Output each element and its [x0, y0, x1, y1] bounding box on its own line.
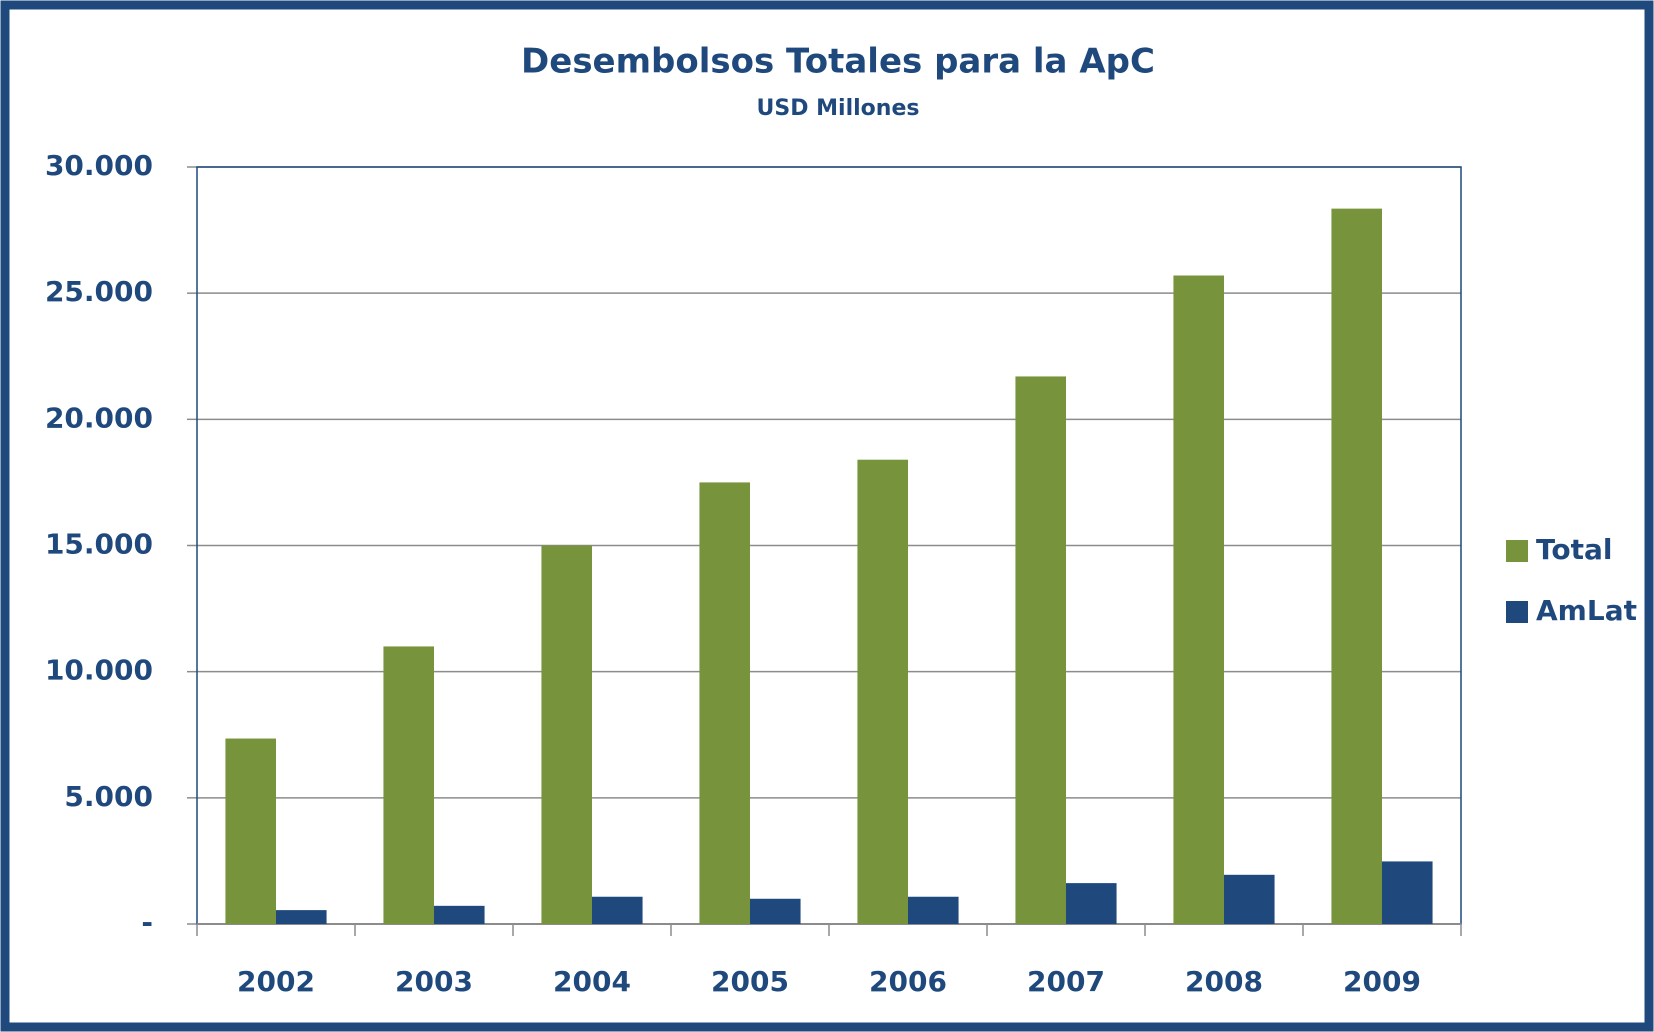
- y-tick-label: 20.000: [45, 401, 153, 434]
- legend-swatch: [1506, 601, 1528, 623]
- y-tick-label: 10.000: [45, 654, 153, 687]
- bar: [1224, 874, 1275, 924]
- x-tick-label: 2006: [869, 965, 947, 998]
- legend-label: Total: [1536, 533, 1613, 566]
- bar: [699, 482, 750, 924]
- bar: [857, 459, 908, 924]
- bar: [1066, 883, 1117, 924]
- chart-title: Desembolsos Totales para la ApC: [521, 42, 1155, 82]
- bar: [434, 905, 485, 924]
- x-tick-label: 2004: [553, 965, 631, 998]
- y-tick-label: 5.000: [64, 780, 153, 813]
- bar: [1331, 208, 1382, 924]
- x-tick-label: 2009: [1343, 965, 1421, 998]
- bar: [1173, 275, 1224, 925]
- bar: [908, 896, 959, 924]
- bar: [1015, 376, 1066, 925]
- y-tick-label: 15.000: [45, 528, 153, 561]
- bar: [276, 910, 327, 924]
- legend-swatch: [1506, 540, 1528, 562]
- y-tick-label: 25.000: [45, 275, 153, 308]
- y-tick-label: 30.000: [45, 149, 153, 182]
- x-tick-label: 2007: [1027, 965, 1105, 998]
- y-tick-label: -: [141, 906, 153, 939]
- bar: [750, 898, 801, 924]
- chart-subtitle: USD Millones: [757, 96, 920, 121]
- bar: [1382, 861, 1433, 924]
- bar: [383, 646, 434, 924]
- bar: [225, 738, 276, 924]
- bar: [541, 545, 592, 924]
- x-tick-label: 2005: [711, 965, 789, 998]
- x-tick-label: 2008: [1185, 965, 1263, 998]
- bar: [592, 896, 643, 924]
- x-tick-label: 2003: [395, 965, 473, 998]
- x-tick-label: 2002: [237, 965, 315, 998]
- legend-label: AmLat: [1536, 594, 1637, 627]
